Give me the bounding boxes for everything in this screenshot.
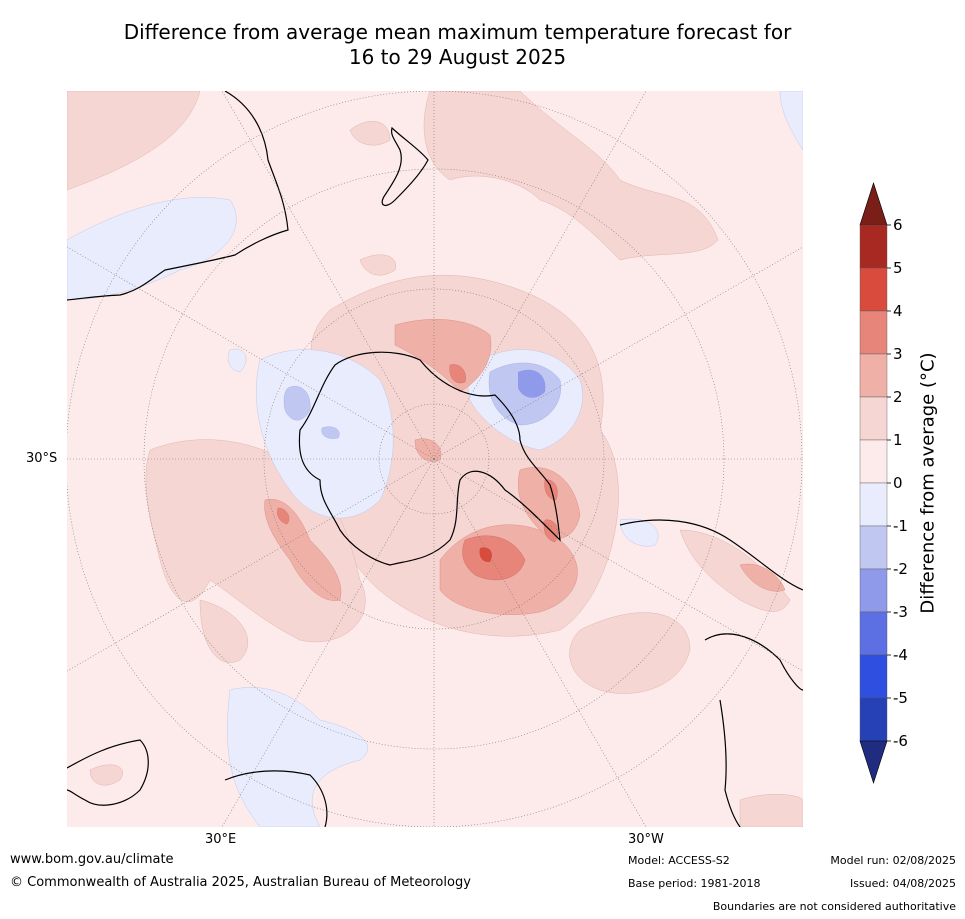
- anomaly-4-5: [479, 547, 492, 563]
- colorbar-tick-label: 5: [893, 259, 903, 277]
- footer-model-run: Model run: 02/08/2025: [830, 854, 956, 867]
- colorbar-tick-label: 4: [893, 302, 903, 320]
- colorbar-over-arrow: [859, 182, 888, 226]
- africa-coast-2: [224, 770, 328, 827]
- anomaly-minus-3-minus-2: [518, 369, 546, 398]
- footer-base-period: Base period: 1981-2018: [628, 877, 761, 890]
- title-line-2: 16 to 29 August 2025: [348, 45, 567, 69]
- graticule: [67, 91, 803, 827]
- south-america-coast-2: [704, 633, 803, 691]
- footer-copyright: © Commonwealth of Australia 2025, Austra…: [10, 875, 471, 890]
- coastlines: [67, 91, 803, 827]
- colorbar-bin: [859, 310, 888, 355]
- colorbar: 6 5 4 3 2 1 0 -1 -2 -3 -4 -5 -6: [859, 182, 908, 784]
- colorbar-tick-label: -1: [893, 517, 908, 535]
- colorbar-bin: [859, 439, 888, 484]
- chart-title: Difference from average mean maximum tem…: [60, 20, 855, 70]
- australia-coast: [67, 91, 289, 301]
- footer-url: www.bom.gov.au/climate: [10, 852, 174, 867]
- colorbar-bin: [859, 611, 888, 656]
- colorbar-bin: [859, 568, 888, 613]
- colorbar-tick-label: -3: [893, 603, 908, 621]
- colorbar-under-arrow: [859, 740, 888, 784]
- colorbar-tick-label: 3: [893, 345, 903, 363]
- lon-label-30e: 30°E: [205, 832, 237, 847]
- colorbar-bin: [859, 396, 888, 441]
- colorbar-bin: [859, 353, 888, 398]
- colorbar-tick-label: 2: [893, 388, 903, 406]
- title-line-1: Difference from average mean maximum tem…: [123, 20, 792, 44]
- colorbar-tick-label: 0: [893, 474, 903, 492]
- new-zealand-coast: [381, 126, 429, 207]
- colorbar-bin: [859, 697, 888, 742]
- colorbar-bin: [859, 482, 888, 527]
- colorbar-bin: [859, 525, 888, 570]
- south-america-west-coast: [719, 699, 741, 827]
- colorbar-tick-label: 1: [893, 431, 903, 449]
- footer-model: Model: ACCESS-S2: [628, 854, 730, 867]
- colorbar-tick-label: -5: [893, 689, 908, 707]
- lat-label-30s: 30°S: [26, 451, 58, 466]
- lon-label-30w: 30°W: [628, 832, 664, 847]
- colorbar-bin: [859, 224, 888, 269]
- africa-coast: [67, 739, 149, 806]
- antarctica-coast: [298, 351, 561, 566]
- footer-issued: Issued: 04/08/2025: [849, 877, 956, 890]
- colorbar-bin: [859, 654, 888, 699]
- colorbar-tick-label: 6: [893, 216, 903, 234]
- anomaly-3-4: [277, 364, 559, 581]
- colorbar-label: Difference from average (°C): [917, 352, 939, 614]
- colorbar-tick-label: -2: [893, 560, 908, 578]
- colorbar-tick-label: -6: [893, 732, 908, 750]
- footer-disclaimer: Boundaries are not considered authoritat…: [712, 900, 956, 913]
- colorbar-bin: [859, 267, 888, 312]
- south-america-coast: [619, 519, 803, 591]
- colorbar-tick-label: -4: [893, 646, 908, 664]
